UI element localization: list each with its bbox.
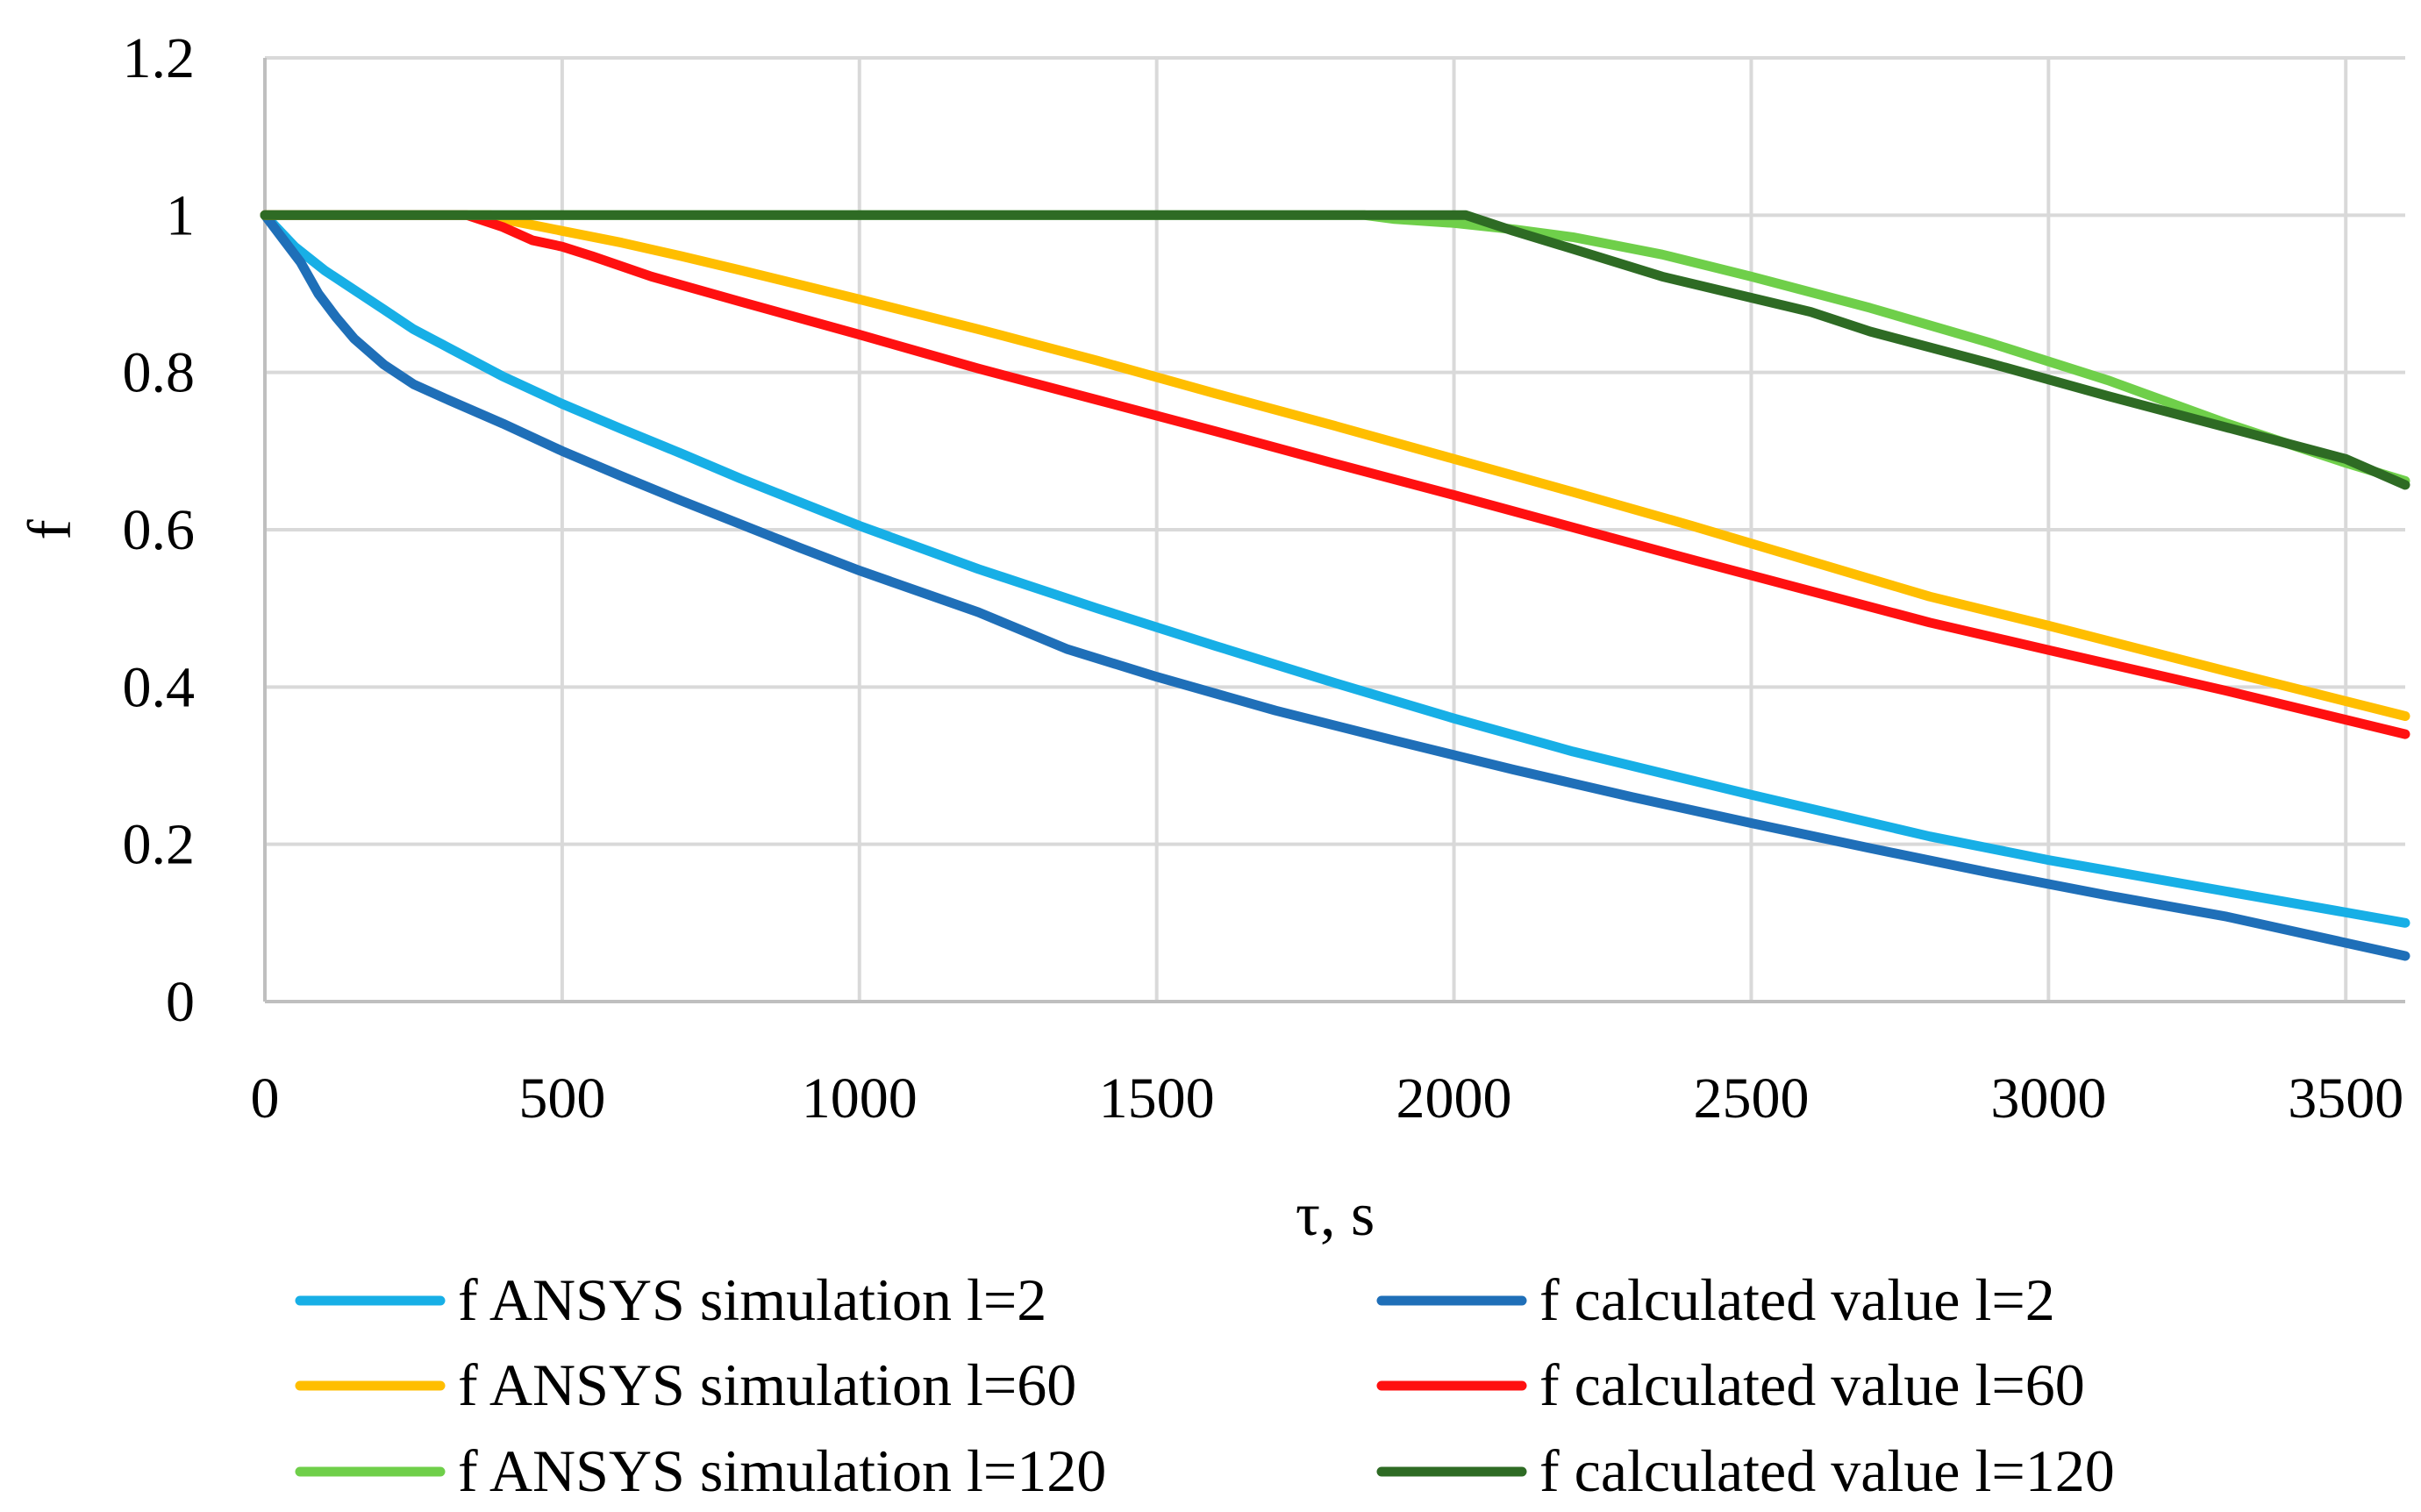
legend-label: f ANSYS simulation l=60	[458, 1352, 1076, 1418]
y-axis-title: f	[17, 519, 84, 540]
legend-entry: f ANSYS simulation l=2	[295, 1266, 1046, 1333]
x-tick-label: 0	[251, 1066, 280, 1130]
y-tick-label: 0	[166, 970, 195, 1034]
x-tick-label: 1000	[802, 1066, 918, 1130]
legend-entry: f calculated value l=2	[1376, 1266, 2055, 1333]
series-line-1	[260, 210, 2410, 928]
x-tick-label: 3500	[2288, 1066, 2403, 1130]
legend-entry: f calculated value l=60	[1376, 1352, 2085, 1418]
legend-label: f calculated value l=60	[1539, 1352, 2085, 1418]
y-tick-label: 0.2	[123, 813, 196, 877]
series-lines	[260, 210, 2410, 961]
series-line-6	[260, 210, 2410, 490]
legend-label: f calculated value l=2	[1539, 1266, 2055, 1333]
legend-label: f ANSYS simulation l=120	[458, 1437, 1106, 1504]
legend-label: f ANSYS simulation l=2	[458, 1266, 1046, 1333]
series-line-2	[260, 210, 2410, 961]
y-tick-label: 1	[166, 183, 195, 247]
x-tick-label: 2500	[1693, 1066, 1809, 1130]
x-axis-title: τ, s	[1296, 1181, 1375, 1249]
y-tick-label: 0.6	[123, 498, 196, 562]
legend-label: f calculated value l=120	[1539, 1437, 2115, 1504]
y-tick-label: 1.2	[123, 26, 196, 90]
x-tick-label: 2000	[1396, 1066, 1512, 1130]
legend-entry: f ANSYS simulation l=120	[295, 1437, 1106, 1504]
legend-entry: f calculated value l=120	[1376, 1437, 2115, 1504]
x-tick-label: 3000	[1990, 1066, 2106, 1130]
series-line-3	[260, 210, 2410, 721]
x-tick-label: 500	[518, 1066, 605, 1130]
gridlines	[265, 56, 2405, 1002]
x-tick-label: 1500	[1099, 1066, 1215, 1130]
legend: f ANSYS simulation l=2 f calculated value…	[295, 1266, 2115, 1504]
series-line-4	[260, 210, 2410, 739]
legend-entry: f ANSYS simulation l=60	[295, 1352, 1076, 1418]
y-tick-label: 0.8	[123, 341, 196, 405]
tick-labels: 0 0.2 0.4 0.6 0.8 1 1.2 0 500 1000 1500 2000 2500 300…	[123, 26, 2404, 1130]
y-tick-label: 0.4	[123, 655, 196, 719]
